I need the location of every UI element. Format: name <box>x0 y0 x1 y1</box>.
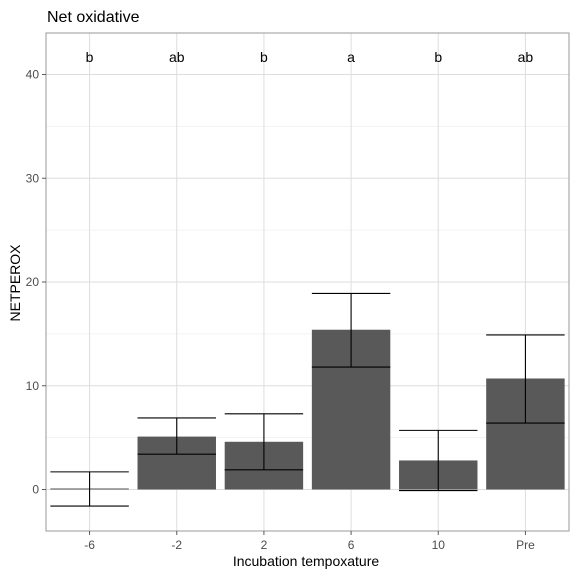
y-tick-label: 10 <box>26 379 40 393</box>
error-bars <box>50 292 565 507</box>
y-tick-label: 40 <box>26 68 40 82</box>
significance-letter: ab <box>518 49 534 65</box>
significance-letter: b <box>434 49 442 65</box>
chart-title: Net oxidative <box>47 9 140 26</box>
x-tick-label: -2 <box>171 538 182 552</box>
y-tick-label: 30 <box>26 171 40 185</box>
significance-letter: b <box>86 49 94 65</box>
y-tick-label: 0 <box>32 483 39 497</box>
y-axis-label: NETPEROX <box>7 244 23 322</box>
x-tick-label: 2 <box>261 538 268 552</box>
x-tick-label: 10 <box>432 538 446 552</box>
x-tick-label: 6 <box>348 538 355 552</box>
bars <box>50 329 565 490</box>
axis-ticks: 0 10 20 30 40 -6 -2 2 6 10 Pre <box>26 68 535 553</box>
x-tick-label: Pre <box>516 538 535 552</box>
x-tick-label: -6 <box>84 538 95 552</box>
x-axis-label: Incubation tempoxature <box>233 553 380 569</box>
significance-letter: ab <box>169 49 185 65</box>
significance-letter: b <box>260 49 268 65</box>
y-tick-label: 20 <box>26 275 40 289</box>
significance-letters: b ab b a b ab <box>86 49 534 65</box>
significance-letter: a <box>347 49 355 65</box>
